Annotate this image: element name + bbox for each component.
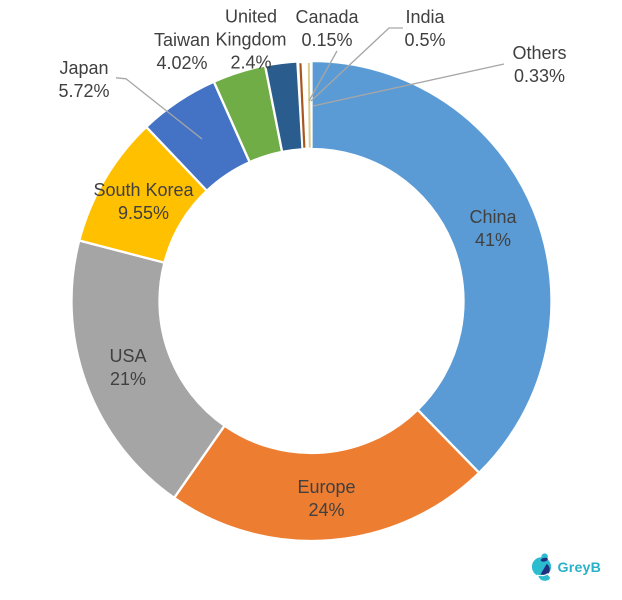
svg-text:GreyB: GreyB bbox=[558, 560, 602, 576]
